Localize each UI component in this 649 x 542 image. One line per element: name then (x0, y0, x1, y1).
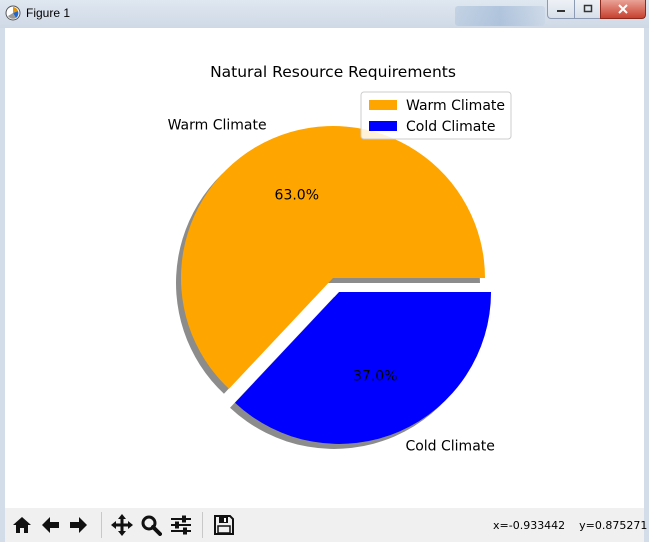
pan-icon (111, 514, 133, 536)
matplotlib-icon (5, 5, 21, 21)
window-frame-left (0, 28, 5, 542)
back-button[interactable] (36, 511, 64, 539)
window-frame-right (644, 28, 649, 542)
pie-wedge-layer (181, 126, 492, 444)
pie-slice-warm-climate (181, 126, 485, 389)
home-button[interactable] (8, 511, 36, 539)
minimize-button[interactable] (547, 0, 575, 19)
forward-button[interactable] (65, 511, 93, 539)
back-arrow-icon (42, 517, 59, 533)
legend-label: Cold Climate (406, 119, 495, 135)
chart-title: Natural Resource Requirements (210, 63, 456, 81)
maximize-icon (583, 4, 592, 13)
zoom-icon (141, 515, 162, 536)
zoom-button[interactable] (137, 511, 165, 539)
toolbar-separator (101, 512, 102, 538)
legend-swatch (369, 121, 397, 131)
pie-percent-label: 37.0% (353, 369, 397, 385)
window-title: Figure 1 (26, 6, 71, 20)
pie-percent-label: 63.0% (275, 187, 319, 203)
close-button[interactable] (600, 0, 646, 19)
pan-button[interactable] (108, 511, 136, 539)
home-icon (13, 517, 31, 533)
navigation-toolbar: x=-0.933442 y=0.875271 (5, 508, 648, 542)
pie-label: Warm Climate (168, 118, 267, 134)
chart-legend: Warm Climate Cold Climate (360, 91, 512, 140)
legend-box (360, 91, 512, 140)
save-icon (214, 515, 234, 535)
legend-swatch (369, 100, 397, 110)
background-window-glimpse (455, 6, 545, 26)
configure-subplots-button[interactable] (167, 511, 195, 539)
figure-canvas[interactable]: Natural Resource Requirements Warm Clima… (5, 28, 644, 508)
close-icon (618, 4, 628, 14)
toolbar-separator (202, 512, 203, 538)
pie-slice-cold-climate (234, 291, 492, 444)
save-button[interactable] (210, 511, 238, 539)
maximize-button[interactable] (574, 0, 601, 19)
window-titlebar: Figure 1 (0, 0, 649, 28)
pie-label-layer: Warm Climate 63.0% Cold Climate 37.0% (168, 118, 495, 455)
forward-arrow-icon (70, 517, 87, 533)
minimize-icon (557, 10, 565, 12)
pie-chart: Natural Resource Requirements Warm Clima… (168, 63, 512, 455)
legend-label: Warm Climate (406, 98, 505, 114)
cursor-coordinates: x=-0.933442 y=0.875271 (493, 519, 648, 532)
pie-label: Cold Climate (405, 438, 494, 454)
configure-subplots-icon (171, 515, 191, 535)
